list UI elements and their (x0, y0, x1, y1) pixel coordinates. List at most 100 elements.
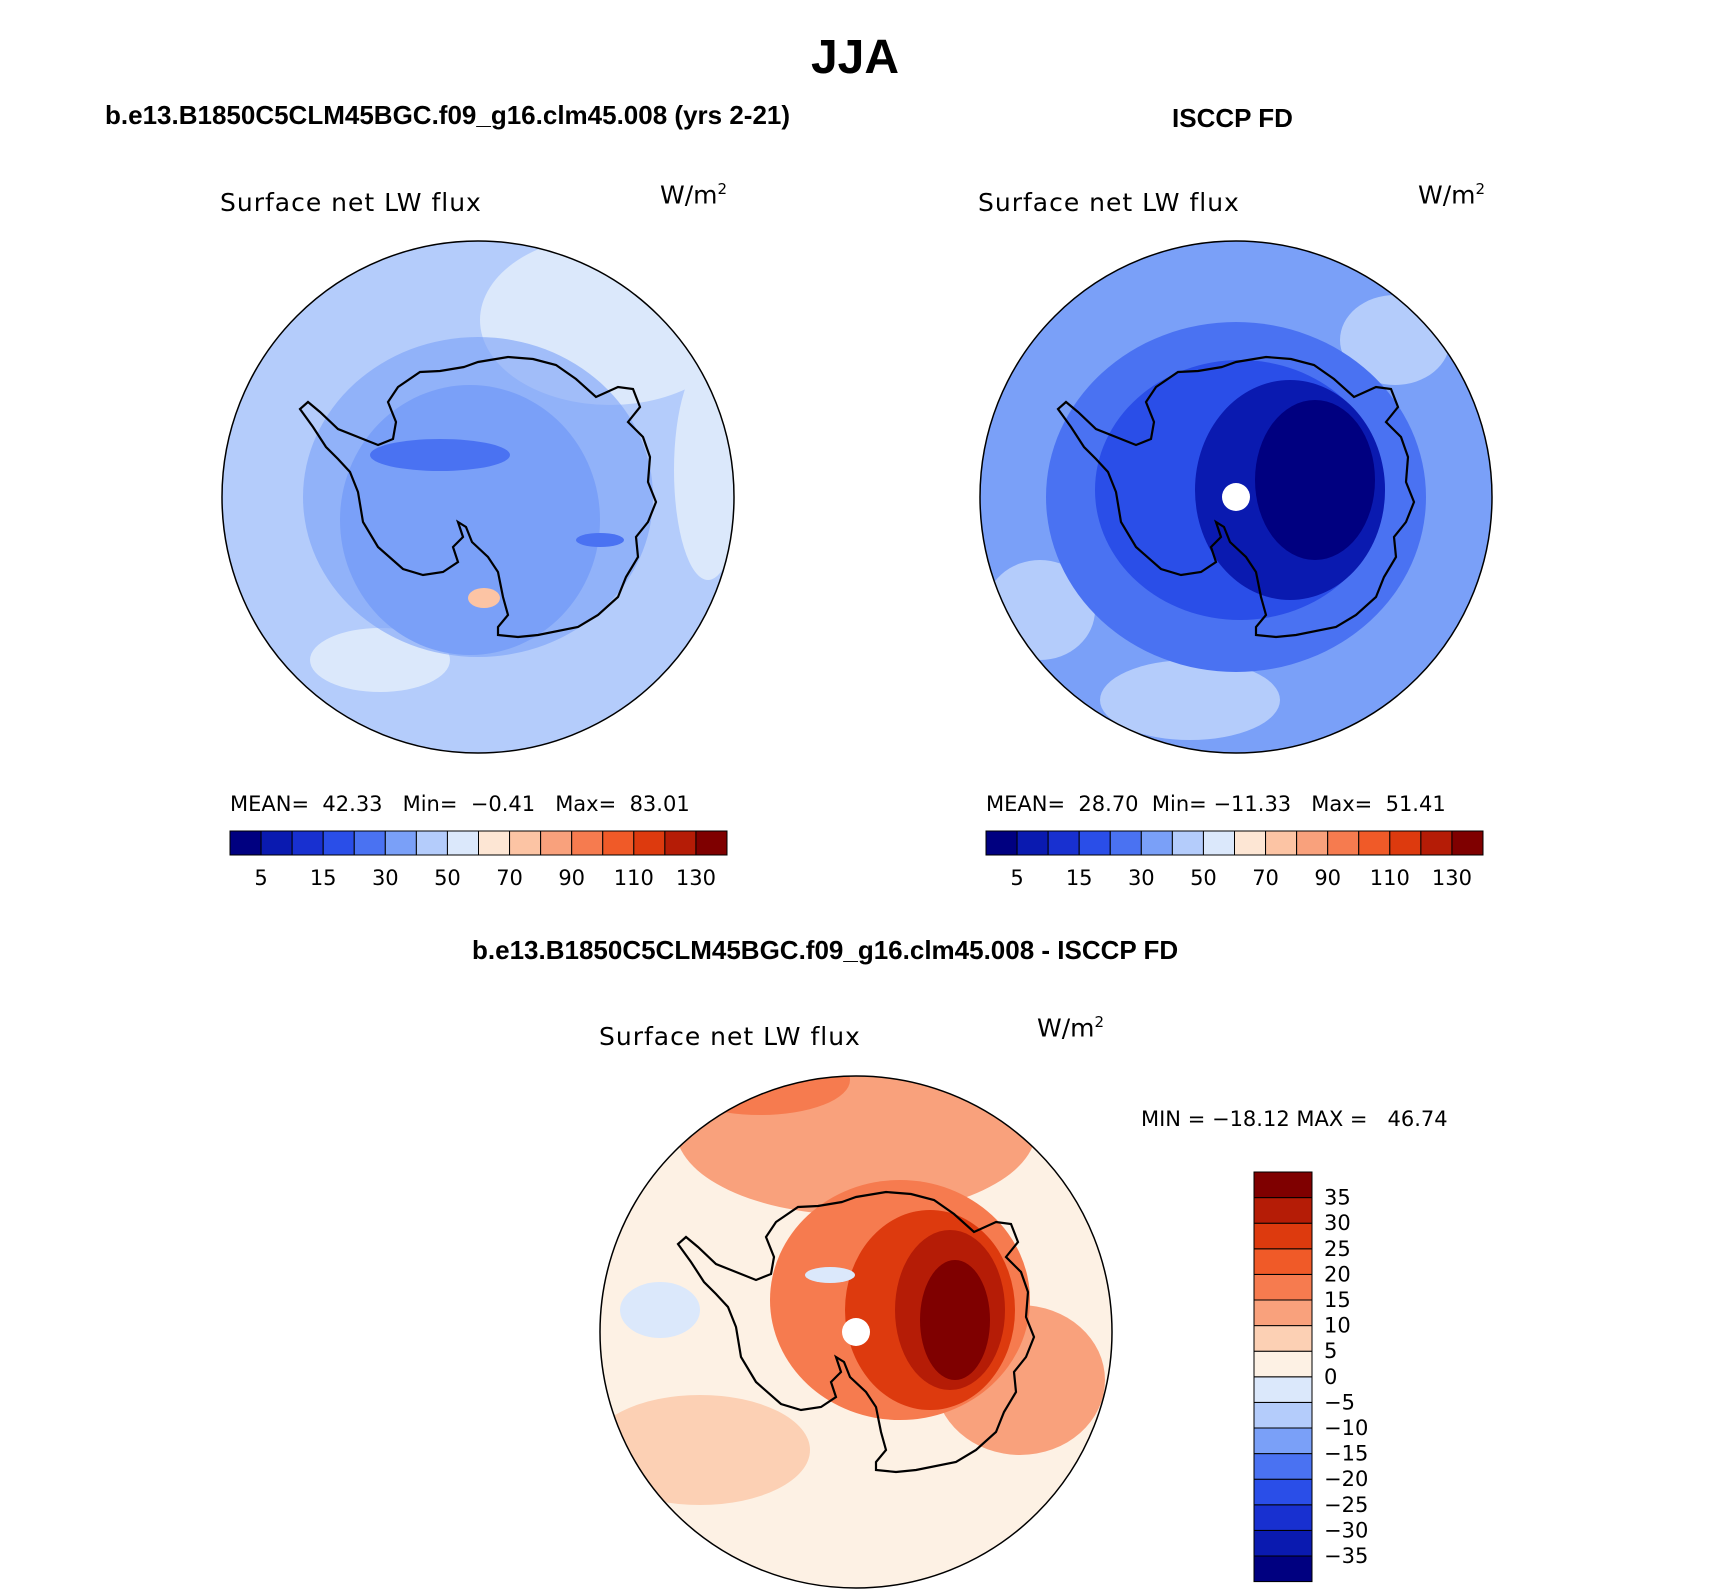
diff-colorbar-tick-label: 30 (1324, 1211, 1351, 1235)
diff-colorbar-box (1253, 1427, 1313, 1455)
model-colorbar-box (695, 830, 728, 856)
diff-map-border (599, 1075, 1113, 1589)
obs-colorbar-box (1171, 830, 1204, 856)
model-colorbar-box (229, 830, 262, 856)
model-colorbar-tick-label: 50 (434, 866, 461, 890)
model-colorbar-tick-label: 130 (676, 866, 716, 890)
model-colorbar-box (291, 830, 324, 856)
diff-colorbar-box (1253, 1350, 1313, 1378)
model-colorbar-tick-label: 70 (496, 866, 523, 890)
diff-colorbar-box (1253, 1325, 1313, 1352)
pole-marker (1222, 483, 1250, 511)
obs-colorbar-box (1016, 830, 1049, 856)
obs-colorbar-tick-label: 70 (1252, 866, 1279, 890)
model-colorbar-tick-label: 110 (614, 866, 654, 890)
model-colorbar-box (384, 830, 417, 856)
figure-title: JJA (810, 31, 900, 84)
diff-colorbar-box (1253, 1478, 1313, 1506)
diff-colorbar-box (1253, 1529, 1313, 1557)
obs-colorbar-tick-label: 50 (1190, 866, 1217, 890)
obs-colorbar-box (985, 830, 1018, 856)
diff-colorbar-tick-label: −5 (1324, 1390, 1355, 1414)
diff-colorbar-tick-label: 10 (1324, 1314, 1351, 1338)
model-colorbar-tick-label: 15 (310, 866, 337, 890)
diff-variable-label: Surface net LW flux (599, 1022, 861, 1051)
obs-variable-label: Surface net LW flux (978, 188, 1240, 217)
diff-colorbar-tick-label: −15 (1324, 1442, 1368, 1466)
diff-colorbar-box (1253, 1222, 1313, 1250)
diff-colorbar-box (1253, 1504, 1313, 1531)
model-colorbar-box (664, 830, 697, 856)
obs-colorbar-box (1234, 830, 1267, 856)
model-map-border (221, 240, 735, 754)
diff-colorbar-tick-label: −35 (1324, 1544, 1368, 1568)
diff-map (600, 1076, 1112, 1588)
diff-colorbar-box (1253, 1401, 1313, 1429)
model-colorbar-tick-label: 5 (254, 866, 267, 890)
model-colorbar-box (353, 830, 386, 856)
diff-colorbar-tick-label: −30 (1324, 1518, 1368, 1542)
obs-colorbar-box (1451, 830, 1484, 856)
obs-colorbar-tick-label: 130 (1432, 866, 1472, 890)
obs-colorbar-box (1078, 830, 1111, 856)
diff-colorbar-tick-label: −10 (1324, 1416, 1368, 1440)
obs-colorbar-box (1265, 830, 1298, 856)
diff-minmax: MIN = −18.12 MAX = 46.74 (1141, 1107, 1448, 1131)
obs-colorbar-box (1109, 830, 1142, 856)
diff-colorbar-tick-label: 20 (1324, 1262, 1351, 1286)
model-colorbar-box (446, 830, 479, 856)
diff-colorbar-box (1253, 1453, 1313, 1480)
obs-colorbar-tick-label: 30 (1128, 866, 1155, 890)
model-colorbar-box (540, 830, 573, 856)
diff-colorbar-box (1253, 1273, 1313, 1301)
diff-colorbar-tick-label: −20 (1324, 1467, 1368, 1491)
diff-colorbar-tick-label: 35 (1324, 1186, 1351, 1210)
model-colorbar-box (571, 830, 604, 856)
obs-map (980, 241, 1492, 753)
obs-colorbar-box (1327, 830, 1360, 856)
obs-colorbar: 5 15 30 50 70 90 110 130 (985, 830, 1484, 890)
obs-colorbar-tick-label: 15 (1066, 866, 1093, 890)
model-colorbar-box (509, 830, 542, 856)
pole-marker (842, 1318, 870, 1346)
diff-panel-title: b.e13.B1850C5CLM45BGC.f09_g16.clm45.008 … (472, 935, 1179, 965)
diff-colorbar-box (1253, 1376, 1313, 1403)
model-stats: MEAN= 42.33 Min= −0.41 Max= 83.01 (230, 792, 690, 816)
model-variable-label: Surface net LW flux (220, 188, 482, 217)
obs-colorbar-tick-label: 110 (1370, 866, 1410, 890)
model-colorbar-box (415, 830, 448, 856)
model-colorbar-box (602, 830, 635, 856)
obs-colorbar-box (1202, 830, 1235, 856)
diff-colorbar-tick-label: 15 (1324, 1288, 1351, 1312)
obs-colorbar-box (1358, 830, 1391, 856)
diff-colorbar-box (1253, 1299, 1313, 1327)
model-colorbar-box (322, 830, 355, 856)
model-colorbar-box (633, 830, 666, 856)
model-colorbar: 5 15 30 50 70 90 110 130 (229, 830, 728, 890)
diff-colorbar-tick-label: 5 (1324, 1339, 1337, 1363)
obs-units-label: W/m2 (1418, 180, 1486, 210)
diff-colorbar-box (1253, 1555, 1313, 1583)
obs-map-border (979, 240, 1493, 754)
model-panel-title: b.e13.B1850C5CLM45BGC.f09_g16.clm45.008 … (105, 100, 791, 130)
obs-colorbar-box (1047, 830, 1080, 856)
obs-colorbar-box (1296, 830, 1329, 856)
model-units-label: W/m2 (660, 180, 728, 210)
obs-stats: MEAN= 28.70 Min= −11.33 Max= 51.41 (986, 792, 1446, 816)
obs-colorbar-box (1140, 830, 1173, 856)
obs-colorbar-box (1420, 830, 1453, 856)
diff-colorbar-box (1253, 1197, 1313, 1224)
obs-colorbar-tick-label: 90 (1314, 866, 1341, 890)
diff-colorbar-tick-label: −25 (1324, 1493, 1368, 1517)
obs-panel-title: ISCCP FD (1172, 103, 1293, 133)
diff-colorbar-box (1253, 1171, 1313, 1199)
diff-colorbar-box (1253, 1248, 1313, 1275)
model-map (222, 241, 734, 753)
diff-units-label: W/m2 (1037, 1013, 1105, 1043)
model-colorbar-box (478, 830, 511, 856)
diff-colorbar-tick-label: 25 (1324, 1237, 1351, 1261)
model-colorbar-box (260, 830, 293, 856)
model-colorbar-tick-label: 90 (558, 866, 585, 890)
